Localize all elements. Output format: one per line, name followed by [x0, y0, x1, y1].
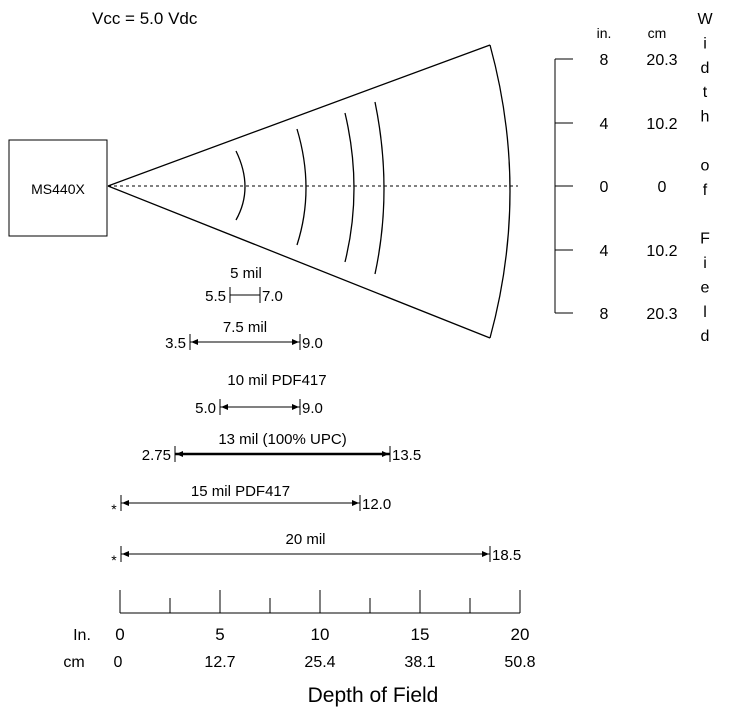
arrow-head-left [221, 404, 228, 410]
depth-unit-cm: cm [63, 654, 84, 671]
width-scale-cm-value: 20.3 [646, 52, 677, 69]
range-title-label: 20 mil [285, 531, 325, 548]
arrow-head-left [122, 551, 129, 557]
arrow-head-left [122, 500, 129, 506]
range-title-label: 5 mil [230, 265, 262, 282]
width-scale-in-value: 4 [600, 243, 609, 260]
arrow-head-right [482, 551, 489, 557]
width-unit-cm: cm [648, 25, 667, 41]
width-scale-in-value: 0 [600, 179, 609, 196]
width-of-field-letter: i [703, 35, 707, 52]
range-bar: * 18.5 20 mil [111, 531, 521, 568]
range-start-label: * [111, 552, 117, 568]
depth-tick-label-cm: 0 [114, 654, 123, 671]
depth-axis: 0 0 5 12.7 10 25.4 15 38.1 20 50.8 [114, 590, 536, 671]
depth-tick-label-in: 15 [411, 625, 430, 644]
width-scale-in-value: 4 [600, 116, 609, 133]
width-scale-cm-value: 20.3 [646, 306, 677, 323]
width-of-field-letter: h [701, 109, 710, 126]
depth-axis-title: Depth of Field [308, 684, 439, 707]
depth-unit-in: In. [73, 627, 91, 644]
range-bars: 5.5 7.05 mil 3.5 9.0 7.5 mil 5.0 9.0 10 mil PDF… [111, 265, 521, 568]
arrow-head-right [382, 451, 389, 457]
width-scale-cm-value: 10.2 [646, 243, 677, 260]
range-bar: 3.5 9.0 7.5 mil [165, 319, 323, 352]
width-of-field-letter: t [703, 84, 708, 101]
depth-tick-label-cm: 25.4 [304, 654, 335, 671]
cone-arc-2 [296, 128, 307, 246]
width-scale-in-value: 8 [600, 52, 609, 69]
range-bar: 5.0 9.0 10 mil PDF417 [195, 372, 326, 417]
range-title-label: 13 mil (100% UPC) [218, 431, 346, 448]
range-title-label: 15 mil PDF417 [191, 483, 290, 500]
width-of-field-letter: W [697, 11, 713, 28]
range-end-label: 13.5 [392, 447, 421, 464]
range-bar: * 12.0 15 mil PDF417 [111, 483, 391, 517]
depth-tick-label-in: 0 [115, 625, 124, 644]
cone-arc-3 [344, 112, 355, 263]
depth-tick-label-in: 20 [511, 625, 530, 644]
depth-tick-label-in: 5 [215, 625, 224, 644]
range-start-label: 5.0 [195, 400, 216, 417]
cone-arc-4 [374, 101, 385, 275]
depth-tick-label-cm: 50.8 [504, 654, 535, 671]
arrow-head-right [292, 339, 299, 345]
width-of-field-letter: o [701, 157, 710, 174]
width-of-field-letter: i [703, 255, 707, 272]
range-bar: 5.5 7.05 mil [205, 265, 283, 305]
range-start-label: 3.5 [165, 335, 186, 352]
range-end-label: 9.0 [302, 335, 323, 352]
arrow-head-right [352, 500, 359, 506]
arrow-head-left [176, 451, 183, 457]
range-start-label: * [111, 501, 117, 517]
width-scale-in-value: 8 [600, 306, 609, 323]
voltage-label: Vcc = 5.0 Vdc [92, 9, 198, 28]
cone-top-edge [107, 44, 491, 187]
width-scale-cm-value: 0 [658, 179, 667, 196]
width-of-field-letter: l [703, 304, 707, 321]
width-of-field-letter: F [700, 231, 710, 248]
range-title-label: 7.5 mil [223, 319, 267, 336]
depth-tick-label-cm: 12.7 [204, 654, 235, 671]
cone-bottom-edge [107, 185, 491, 339]
width-of-field-letter: d [701, 328, 710, 345]
range-start-label: 2.75 [142, 447, 171, 464]
range-end-label: 9.0 [302, 400, 323, 417]
depth-tick-label-cm: 38.1 [404, 654, 435, 671]
cone-end-arc [489, 44, 511, 339]
range-end-label: 7.0 [262, 288, 283, 305]
range-title-label: 10 mil PDF417 [227, 372, 326, 389]
arrow-head-right [292, 404, 299, 410]
width-of-field-letter: d [701, 60, 710, 77]
scanner-box [8, 139, 108, 237]
width-of-field-letter: f [703, 182, 708, 199]
cone-arc-1 [235, 150, 246, 221]
width-unit-in: in. [597, 25, 612, 41]
range-bar: 2.75 13.5 13 mil (100% UPC) [142, 431, 421, 464]
range-end-label: 18.5 [492, 547, 521, 564]
width-of-field-letter: e [701, 279, 710, 296]
width-scale-cm-value: 10.2 [646, 116, 677, 133]
range-end-label: 12.0 [362, 496, 391, 513]
scanner-label: MS440X [31, 181, 85, 197]
range-start-label: 5.5 [205, 288, 226, 305]
width-scale-rows: 8 20.3 4 10.2 0 0 4 10.2 8 20.3 [555, 52, 678, 323]
depth-tick-label-in: 10 [311, 625, 330, 644]
arrow-head-left [191, 339, 198, 345]
